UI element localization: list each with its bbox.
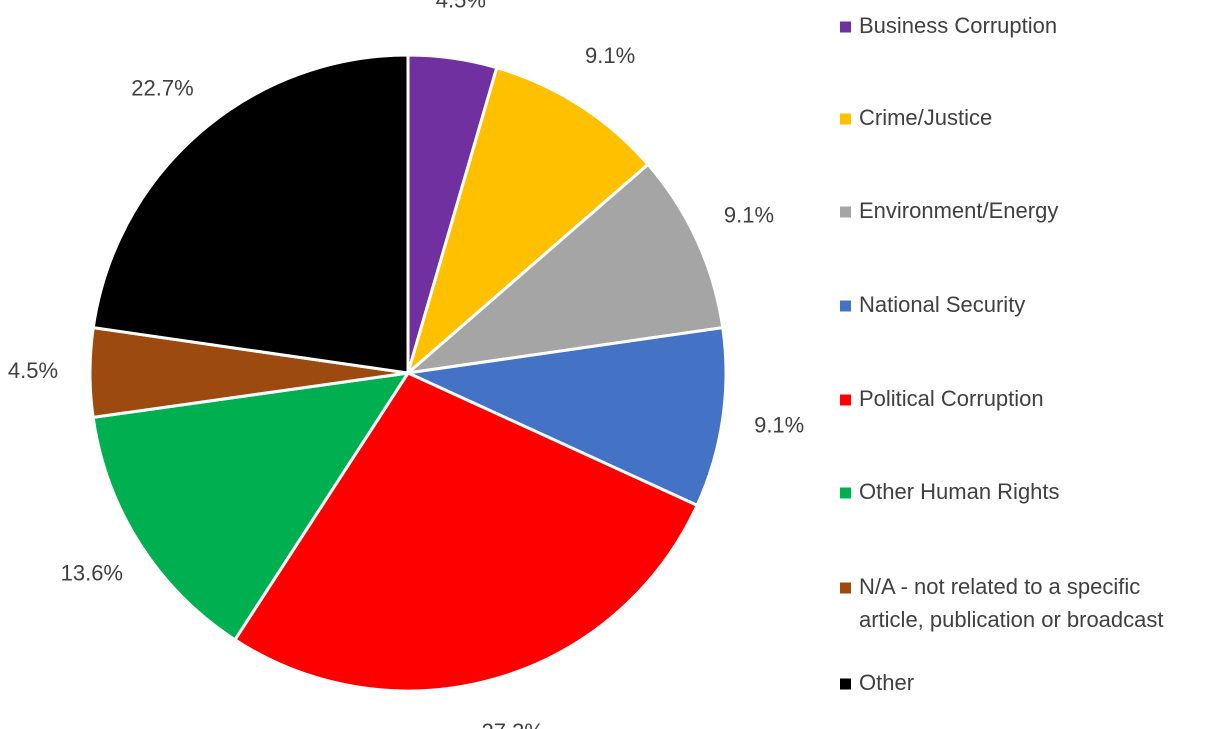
data-label-business-corruption: 4.5% bbox=[436, 0, 486, 13]
pie-slice-other bbox=[91, 53, 410, 375]
data-label-environment-energy: 9.1% bbox=[724, 203, 774, 228]
legend-label-crime-justice: Crime/Justice bbox=[859, 105, 992, 130]
legend-swatch-environment-energy bbox=[840, 206, 851, 218]
pie-slice-political-corruption bbox=[232, 371, 700, 693]
data-label-political-corruption: 27.3% bbox=[482, 719, 544, 729]
pie-slice-other-human-rights bbox=[91, 371, 412, 642]
legend-swatch-crime-justice bbox=[840, 113, 851, 125]
data-label-other: 22.7% bbox=[131, 75, 193, 100]
data-label-crime-justice: 9.1% bbox=[585, 43, 635, 68]
legend-swatch-national-security bbox=[840, 300, 851, 312]
legend-swatch-other-human-rights bbox=[840, 487, 851, 499]
legend-label-other: Other bbox=[859, 670, 914, 695]
legend-swatch-other bbox=[840, 678, 851, 690]
pie-slice-national-security bbox=[402, 325, 728, 508]
legend-label-n-a-not-related-to-a-specific-article-publication-or-broadcast: N/A - not related to a specific article, … bbox=[859, 574, 1164, 632]
legend-label-national-security: National Security bbox=[859, 292, 1025, 317]
legend-swatch-n-a-not-related-to-a-specific-article-publication-or-broadcast bbox=[840, 582, 851, 594]
legend-label-other-human-rights: Other Human Rights bbox=[859, 479, 1060, 504]
pie-slice-environment-energy bbox=[403, 162, 725, 376]
legend-label-business-corruption: Business Corruption bbox=[859, 13, 1057, 38]
slice-labels: 4.5% 9.1% 9.1% 9.1% 27.3% 13.6% 4.5% 22.7% bbox=[8, 0, 804, 729]
legend: Business Corruption Crime/Justice Environm… bbox=[840, 13, 1164, 695]
pie-slice-crime-justice bbox=[405, 65, 651, 378]
legend-label-environment-energy: Environment/Energy bbox=[859, 198, 1058, 223]
data-label-national-security: 9.1% bbox=[754, 412, 804, 437]
data-label-n-a-not-related-to-a-specific-article-publication-or-broadcast: 4.5% bbox=[8, 358, 58, 383]
legend-swatch-business-corruption bbox=[840, 21, 851, 33]
legend-swatch-political-corruption bbox=[840, 394, 851, 406]
pie-slices bbox=[88, 53, 728, 693]
legend-label-political-corruption: Political Corruption bbox=[859, 386, 1044, 411]
data-label-other-human-rights: 13.6% bbox=[61, 560, 123, 585]
